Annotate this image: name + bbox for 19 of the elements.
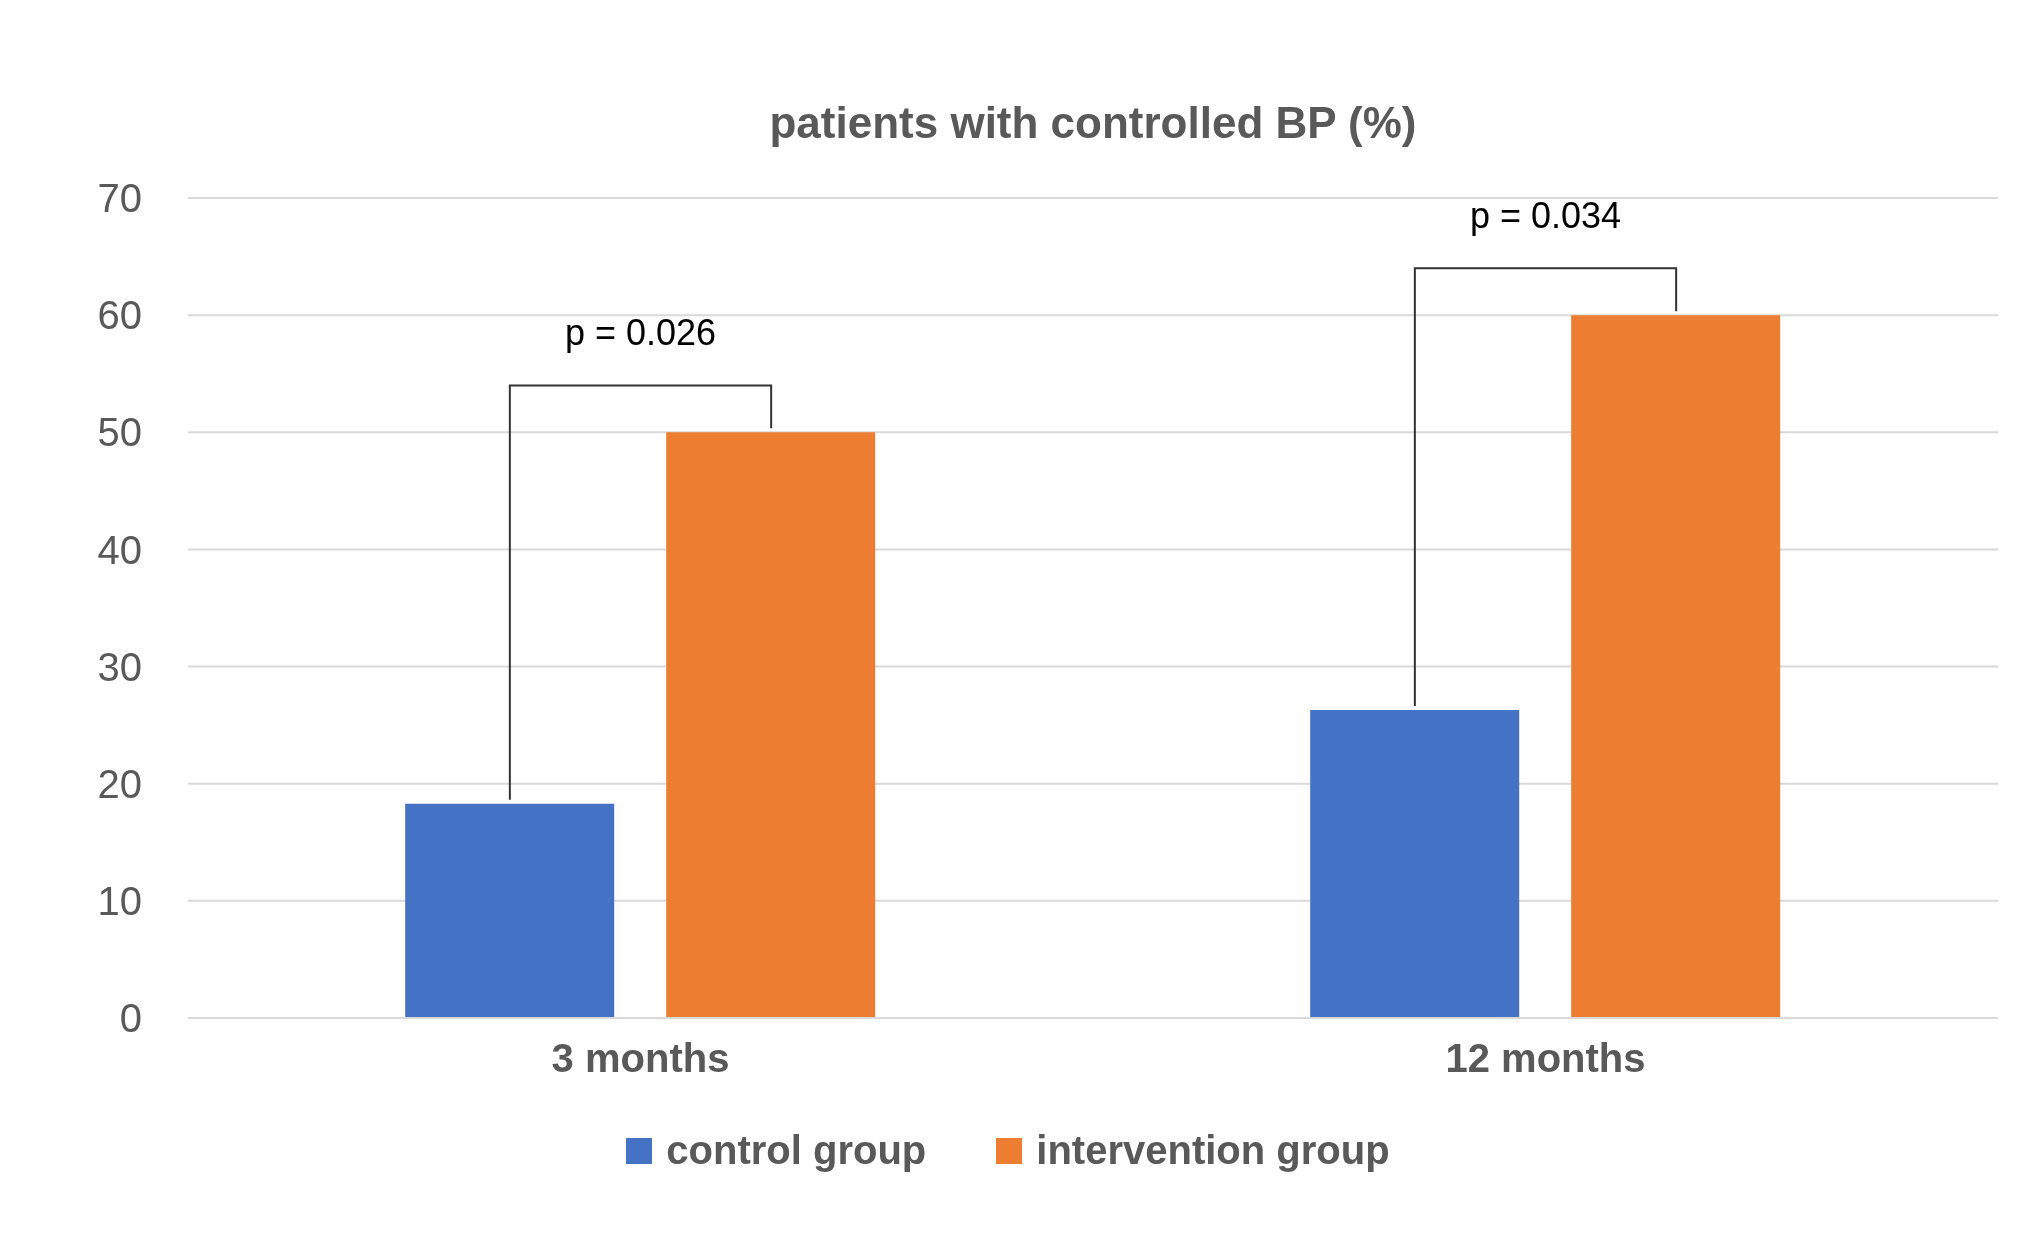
bar [1571,315,1781,1018]
annotation: p = 0.034 [1469,195,1622,237]
legend-label: intervention group [1036,1128,1390,1173]
annotation: p = 0.026 [564,312,717,354]
bar [666,432,876,1018]
y-tick-label: 40 [97,527,142,572]
x-tick-label: 3 months [551,1036,730,1081]
y-tick-label: 10 [97,879,142,924]
y-tick-label: 0 [119,996,142,1041]
bar [1310,709,1520,1018]
bar [405,803,615,1018]
x-tick-label: 12 months [1445,1036,1646,1081]
legend-label: control group [666,1128,927,1173]
y-tick-label: 70 [97,176,142,221]
y-tick-label: 30 [97,644,142,689]
y-tick-label: 20 [97,761,142,806]
y-tick-label: 60 [97,293,142,338]
chart-title: patients with controlled BP (%) [768,98,1418,148]
y-tick-label: 50 [97,410,142,455]
